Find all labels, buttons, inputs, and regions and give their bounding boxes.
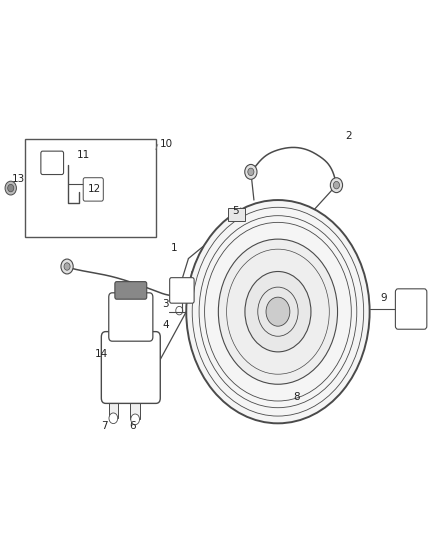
Text: 11: 11 xyxy=(77,150,90,160)
Circle shape xyxy=(64,263,70,270)
Text: 3: 3 xyxy=(162,298,169,309)
Bar xyxy=(109,398,118,418)
Text: 10: 10 xyxy=(160,139,173,149)
Circle shape xyxy=(48,158,57,168)
Circle shape xyxy=(248,168,254,175)
Circle shape xyxy=(109,413,118,424)
Text: 4: 4 xyxy=(162,320,169,330)
Circle shape xyxy=(131,414,140,425)
FancyBboxPatch shape xyxy=(170,278,194,303)
Circle shape xyxy=(5,181,16,195)
FancyBboxPatch shape xyxy=(396,289,427,329)
Text: 8: 8 xyxy=(293,392,300,402)
Text: 12: 12 xyxy=(88,184,101,195)
Circle shape xyxy=(219,239,338,384)
Text: 6: 6 xyxy=(130,421,136,431)
Circle shape xyxy=(408,305,415,313)
Circle shape xyxy=(126,284,136,297)
Circle shape xyxy=(186,200,370,423)
Text: 13: 13 xyxy=(12,174,25,184)
Text: 2: 2 xyxy=(346,131,352,141)
Text: 14: 14 xyxy=(95,349,108,359)
Text: 5: 5 xyxy=(232,206,239,216)
FancyBboxPatch shape xyxy=(101,332,160,403)
Text: 7: 7 xyxy=(101,421,108,431)
Circle shape xyxy=(330,177,343,192)
Circle shape xyxy=(129,354,142,370)
Circle shape xyxy=(245,165,257,179)
Circle shape xyxy=(8,184,14,192)
FancyBboxPatch shape xyxy=(109,293,153,341)
Circle shape xyxy=(266,297,290,326)
Text: 9: 9 xyxy=(381,293,387,303)
FancyBboxPatch shape xyxy=(83,177,103,201)
Circle shape xyxy=(61,259,73,274)
Bar xyxy=(25,139,155,237)
Circle shape xyxy=(245,271,311,352)
Text: 1: 1 xyxy=(171,243,177,253)
Circle shape xyxy=(89,184,98,195)
FancyBboxPatch shape xyxy=(115,281,147,299)
Circle shape xyxy=(333,181,339,189)
Bar xyxy=(228,208,245,221)
FancyBboxPatch shape xyxy=(41,151,64,174)
Bar xyxy=(130,398,141,419)
